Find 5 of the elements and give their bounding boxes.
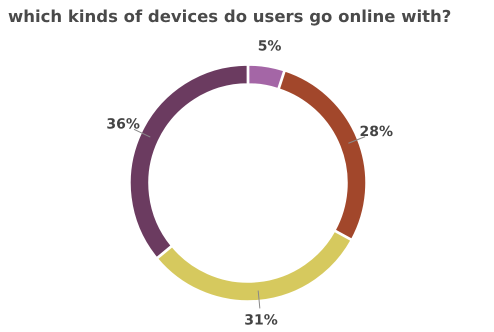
data-label: 36% (106, 116, 140, 132)
data-label: 31% (244, 312, 278, 328)
data-label: 28% (360, 124, 394, 140)
data-label: 5% (258, 38, 282, 55)
chart-title: which kinds of devices do users go online with? (8, 7, 452, 26)
